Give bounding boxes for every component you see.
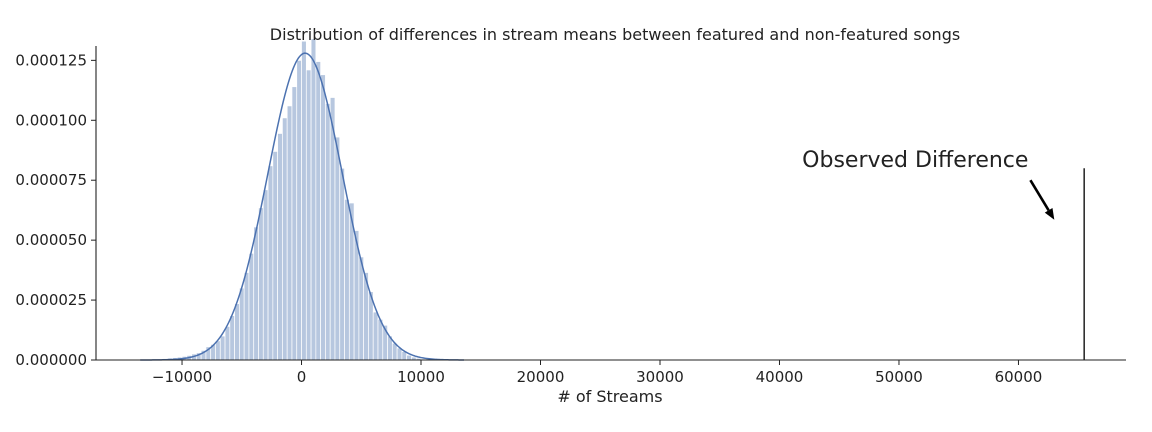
x-tick-label: 50000 (875, 368, 923, 386)
axes (95, 46, 1126, 361)
y-tick-label: 0.000125 (15, 51, 87, 69)
histogram-bar (224, 326, 231, 361)
histogram-bar (334, 136, 341, 361)
y-tick-label: 0.000025 (15, 291, 87, 309)
kde-curve (140, 52, 465, 361)
histogram-bar (377, 318, 384, 361)
histogram-bar (282, 117, 288, 361)
histogram-bar (305, 69, 312, 361)
x-tick-label: −10000 (152, 368, 212, 386)
arrow-shaft (1029, 179, 1050, 212)
x-tick-label: 20000 (517, 368, 565, 386)
x-tick-label: 30000 (636, 368, 684, 386)
x-tick-label: 40000 (756, 368, 804, 386)
histogram-bar (372, 311, 379, 361)
histogram-bar (358, 256, 365, 361)
histogram-bar (296, 60, 302, 361)
observed-difference-annotation: Observed Difference (802, 148, 1028, 173)
x-ticks: −10000 0 10000 20000 30000 40000 50000 60000 (152, 360, 1042, 386)
histogram-bar (339, 167, 345, 361)
chart-title: Distribution of differences in stream me… (270, 25, 960, 44)
y-tick-label: 0.000075 (15, 171, 87, 189)
histogram-bar (286, 105, 293, 361)
arrow-head (1044, 208, 1055, 220)
histogram-bar (258, 207, 264, 361)
histogram-bar (248, 252, 255, 361)
y-tick-label: 0.000000 (15, 351, 87, 369)
histogram-bar (239, 287, 245, 361)
x-tick-label: 60000 (995, 368, 1043, 386)
histogram-bar (262, 189, 269, 361)
histogram-bar (406, 354, 412, 361)
kde-curve-group (140, 52, 465, 361)
histogram-bar (315, 61, 321, 361)
histogram-bar (219, 335, 226, 361)
histogram-bar (320, 74, 326, 361)
histogram-bar (243, 272, 250, 361)
histogram-bar (277, 133, 283, 361)
annotation-arrow (1029, 179, 1055, 220)
histogram-bar (267, 165, 274, 361)
x-tick-label: 10000 (397, 368, 445, 386)
histogram-bar (301, 40, 307, 361)
histogram-bar (253, 226, 259, 361)
histogram-bar (272, 151, 278, 361)
x-tick-label: 0 (297, 368, 307, 386)
y-tick-label: 0.000050 (15, 231, 87, 249)
histogram-bar (229, 315, 235, 361)
histogram-bar (215, 340, 221, 361)
x-axis-label: # of Streams (557, 387, 662, 406)
histogram-bar (325, 103, 331, 361)
y-ticks: 0.000000 0.000025 0.000050 0.000075 0.000100… (15, 51, 96, 369)
histogram-bars (138, 38, 441, 361)
histogram-bar (344, 199, 350, 361)
histogram-bar (291, 86, 298, 361)
histogram-bar (310, 38, 317, 361)
histogram-bar (234, 303, 240, 361)
y-tick-label: 0.000100 (15, 111, 87, 129)
